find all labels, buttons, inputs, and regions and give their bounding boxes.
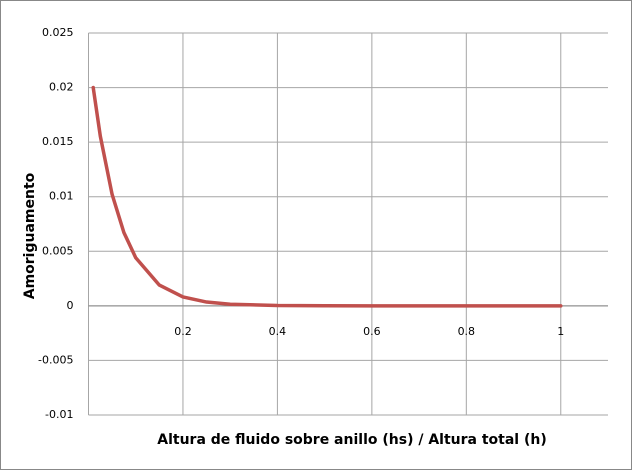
data-line	[91, 85, 563, 308]
y-tick-label: -0.005	[38, 353, 73, 366]
y-tick-label: 0.025	[42, 26, 74, 39]
y-tick-label: 0.005	[42, 244, 74, 257]
x-tick-label: 0.6	[363, 325, 381, 338]
y-tick-label: 0.02	[49, 81, 74, 94]
x-tick-label: 0.4	[269, 325, 287, 338]
y-tick-label: 0	[67, 299, 74, 312]
x-tick-label: 0.8	[458, 325, 476, 338]
x-axis-title: Altura de fluido sobre anillo (hs) / Alt…	[157, 432, 546, 448]
y-tick-label: -0.01	[45, 408, 73, 421]
y-tick-label: 0.015	[42, 135, 74, 148]
x-tick-label: 1	[557, 325, 564, 338]
x-tick-label: 0.2	[174, 325, 192, 338]
y-tick-label: 0.01	[49, 190, 74, 203]
y-axis-title: Amoriguamento	[22, 172, 38, 299]
